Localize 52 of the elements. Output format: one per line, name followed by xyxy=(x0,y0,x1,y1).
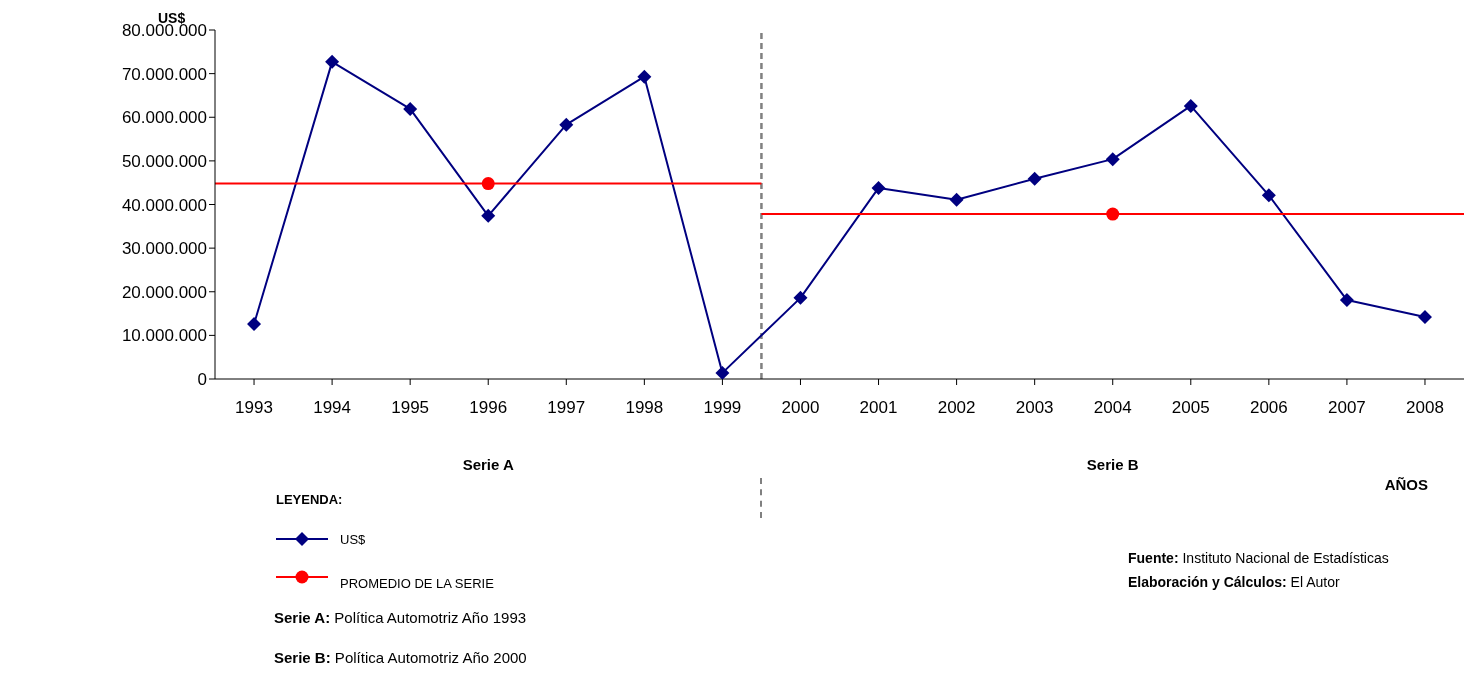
y-tick-label: 10.000.000 xyxy=(121,326,207,346)
text: Serie A xyxy=(461,456,515,473)
point xyxy=(1105,152,1120,167)
legend-label: US$ xyxy=(340,531,366,547)
point xyxy=(1183,98,1198,113)
x-tick-label: 1998 xyxy=(625,398,664,418)
text: Serie A: Política Automotriz Año 1993 xyxy=(274,609,527,626)
point xyxy=(949,192,964,207)
y-tick-label: 40.000.000 xyxy=(121,195,207,215)
x-tick-label: 1999 xyxy=(703,398,742,418)
y-tick-label: 0 xyxy=(197,370,207,390)
x-tick-label: 2002 xyxy=(937,398,976,418)
point xyxy=(247,317,262,332)
point xyxy=(481,177,495,191)
point xyxy=(637,69,652,84)
point xyxy=(1106,207,1120,221)
point xyxy=(793,290,808,305)
point xyxy=(715,365,730,379)
x-tick-label: 2007 xyxy=(1327,398,1366,418)
point xyxy=(481,208,496,223)
legend-title: LEYENDA: xyxy=(276,492,344,507)
point xyxy=(1339,293,1354,308)
source-note: Fuente: Instituto Nacional de Estadísticas xyxy=(1128,550,1389,566)
y-tick-label: 70.000.000 xyxy=(121,64,207,84)
point xyxy=(403,101,418,116)
x-tick-label: 2006 xyxy=(1249,398,1288,418)
x-tick-label: 1996 xyxy=(469,398,508,418)
y-tick-label: 30.000.000 xyxy=(121,239,207,259)
y-tick-label: 50.000.000 xyxy=(121,151,207,171)
x-tick-label: 1995 xyxy=(391,398,430,418)
legend-label: PROMEDIO DE LA SERIE xyxy=(340,575,494,591)
x-tick-label: 1997 xyxy=(547,398,586,418)
point xyxy=(871,180,886,195)
x-tick-label: 2005 xyxy=(1171,398,1210,418)
x-axis-title: AÑOS xyxy=(1384,476,1428,493)
point xyxy=(1027,171,1042,186)
x-tick-label: 1993 xyxy=(235,398,273,418)
point xyxy=(559,117,574,132)
x-tick-label: 2008 xyxy=(1406,398,1444,418)
text: Elaboración y Cálculos: El Autor xyxy=(1128,574,1340,590)
x-tick-label: 2001 xyxy=(859,398,898,418)
text: Serie B xyxy=(1085,456,1140,473)
x-tick-label: 2000 xyxy=(781,398,820,418)
text: Serie B: Política Automotriz Año 2000 xyxy=(274,649,527,666)
point xyxy=(325,54,340,69)
y-tick-label: 60.000.000 xyxy=(121,108,207,128)
x-tick-label: 2003 xyxy=(1015,398,1054,418)
x-tick-label: 2004 xyxy=(1093,398,1132,418)
x-tick-label: 1994 xyxy=(313,398,352,418)
point xyxy=(1261,188,1276,203)
point xyxy=(1417,310,1432,325)
y-tick-label: 20.000.000 xyxy=(121,282,207,302)
